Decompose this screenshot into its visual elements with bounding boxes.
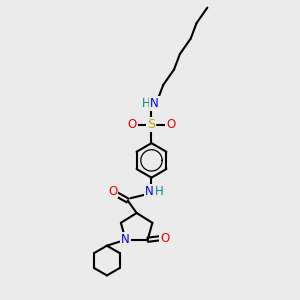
Text: H: H xyxy=(142,98,151,110)
Text: N: N xyxy=(150,98,159,110)
Text: O: O xyxy=(166,118,176,131)
Text: N: N xyxy=(121,233,130,246)
Text: O: O xyxy=(160,232,169,245)
Text: N: N xyxy=(145,185,154,198)
Text: O: O xyxy=(128,118,137,131)
Text: S: S xyxy=(148,118,155,131)
Text: H: H xyxy=(155,185,164,198)
Text: O: O xyxy=(108,184,117,197)
